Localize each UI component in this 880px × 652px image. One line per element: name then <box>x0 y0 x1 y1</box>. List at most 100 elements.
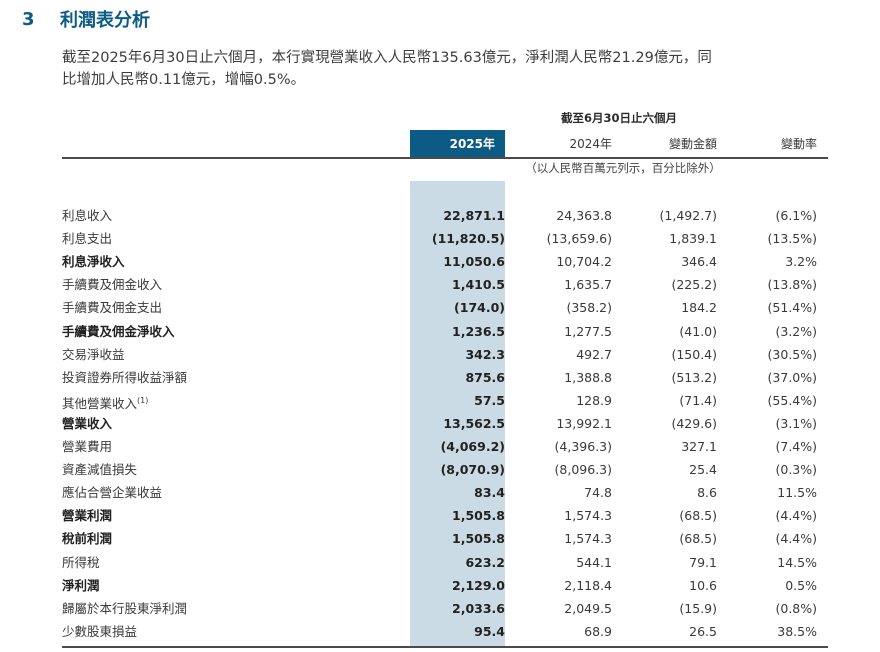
value-2024: (4,396.3) <box>554 439 612 454</box>
value-change: 184.2 <box>681 300 717 316</box>
value-2025: (174.0) <box>454 300 505 316</box>
value-rate: (4.4%) <box>775 508 817 524</box>
row-label: 淨利潤 <box>62 574 100 597</box>
row-label-text: 營業收入 <box>62 415 113 431</box>
table-row: 所得稅 623.2 544.1 79.1 14.5% <box>0 551 880 574</box>
value-rate: (0.8%) <box>775 600 817 616</box>
column-header-2024: 2024年 <box>569 136 612 151</box>
row-label-text: 所得稅 <box>62 554 100 570</box>
row-label: 利息支出 <box>62 227 112 250</box>
row-label: 手續費及佣金收入 <box>62 273 162 296</box>
value-2025: 11,050.6 <box>443 254 505 270</box>
value-2025: 83.4 <box>474 485 505 501</box>
value-2024: (8,096.3) <box>554 462 612 478</box>
value-2025: 13,562.5 <box>443 415 505 431</box>
value-2024: 1,574.3 <box>564 508 612 524</box>
value-2025: 623.2 <box>465 554 505 570</box>
value-change: 26.5 <box>689 623 717 639</box>
value-rate: (13.5%) <box>767 231 817 247</box>
value-2024: 1,635.7 <box>564 277 612 293</box>
row-label-text: 利息收入 <box>62 208 113 223</box>
value-2024: 13,992.1 <box>556 415 612 431</box>
value-rate: (55.4%) <box>767 392 817 408</box>
row-label-text: 手續費及佣金收入 <box>62 277 163 293</box>
row-label: 稅前利潤 <box>62 527 112 550</box>
value-rate: (7.4%) <box>775 439 817 454</box>
row-label-text: 投資證券所得收益淨額 <box>62 369 188 385</box>
value-change: 25.4 <box>689 462 717 478</box>
column-header-rate: 變動率 <box>780 136 817 151</box>
value-change: (150.4) <box>671 346 717 362</box>
value-2025: 95.4 <box>474 623 505 639</box>
value-2024: 1,574.3 <box>564 531 612 547</box>
row-label: 營業費用 <box>62 435 112 458</box>
value-change: 8.6 <box>697 485 717 501</box>
row-label-text: 其他營業收入 <box>62 395 138 411</box>
section-heading: 3 利潤表分析 <box>22 6 150 32</box>
value-2025: 342.3 <box>465 346 505 362</box>
value-rate: 0.5% <box>785 577 817 593</box>
value-2025: (11,820.5) <box>431 231 505 247</box>
section-number: 3 <box>22 8 35 30</box>
row-label: 營業收入 <box>62 412 112 435</box>
value-change: (1,492.7) <box>659 208 717 223</box>
table-row: 少數股東損益 95.4 68.9 26.5 38.5% <box>0 620 880 643</box>
value-change: (513.2) <box>671 369 717 385</box>
value-2025: 57.5 <box>474 392 505 408</box>
value-2025: 1,505.8 <box>452 531 505 547</box>
period-header: 截至6月30日止六個月 <box>560 111 677 125</box>
row-label: 投資證券所得收益淨額 <box>62 366 187 389</box>
value-change: (225.2) <box>671 277 717 293</box>
value-2024: 1,388.8 <box>564 369 612 385</box>
value-rate: 11.5% <box>777 485 817 501</box>
value-2025: (8,070.9) <box>440 462 505 478</box>
value-rate: 3.2% <box>785 254 817 270</box>
value-2025: 1,410.5 <box>452 277 505 293</box>
column-header-2025: 2025年 <box>410 130 505 157</box>
row-label-text: 營業費用 <box>62 439 113 454</box>
footer-rule <box>62 646 828 648</box>
value-change: (68.5) <box>679 531 717 547</box>
value-2025: 2,129.0 <box>452 577 505 593</box>
row-label: 手續費及佣金支出 <box>62 296 162 319</box>
intro-paragraph: 截至2025年6月30日止六個月，本行實現營業收入人民幣135.63億元，淨利潤… <box>62 47 852 91</box>
header-rule <box>62 157 828 159</box>
unit-note: （以人民幣百萬元列示，百分比除外） <box>525 161 721 175</box>
row-label: 其他營業收入(1) <box>62 389 148 412</box>
table-row: 其他營業收入(1) 57.5 128.9 (71.4) (55.4%) <box>0 389 880 412</box>
row-label: 交易淨收益 <box>62 343 125 366</box>
current-year-highlight <box>410 181 505 647</box>
table-row: 營業費用 (4,069.2) (4,396.3) 327.1 (7.4%) <box>0 435 880 458</box>
value-change: (41.0) <box>679 323 717 339</box>
row-label-text: 歸屬於本行股東淨利潤 <box>62 600 188 616</box>
value-2024: 492.7 <box>576 346 612 362</box>
value-change: (15.9) <box>679 600 717 616</box>
value-rate: 14.5% <box>777 554 817 570</box>
value-2024: 2,118.4 <box>564 577 612 593</box>
value-rate: (3.2%) <box>775 323 817 339</box>
table-row: 稅前利潤 1,505.8 1,574.3 (68.5) (4.4%) <box>0 527 880 550</box>
value-2024: 1,277.5 <box>564 323 612 339</box>
value-2024: 544.1 <box>576 554 612 570</box>
table-row: 手續費及佣金收入 1,410.5 1,635.7 (225.2) (13.8%) <box>0 273 880 296</box>
row-label-text: 交易淨收益 <box>62 346 125 362</box>
value-rate: (51.4%) <box>767 300 817 316</box>
value-change: 346.4 <box>681 254 717 270</box>
row-label-text: 應佔合營企業收益 <box>62 485 163 501</box>
value-2024: 2,049.5 <box>564 600 612 616</box>
row-label-text: 手續費及佣金淨收入 <box>62 323 175 339</box>
table-row: 交易淨收益 342.3 492.7 (150.4) (30.5%) <box>0 343 880 366</box>
value-change: 1,839.1 <box>669 231 717 247</box>
value-rate: (3.1%) <box>775 415 817 431</box>
table-row: 營業利潤 1,505.8 1,574.3 (68.5) (4.4%) <box>0 504 880 527</box>
value-change: (71.4) <box>679 392 717 408</box>
row-label: 少數股東損益 <box>62 620 137 643</box>
value-2025: 2,033.6 <box>452 600 505 616</box>
row-label: 所得稅 <box>62 551 100 574</box>
intro-line: 截至2025年6月30日止六個月，本行實現營業收入人民幣135.63億元，淨利潤… <box>62 50 712 66</box>
table-row: 利息淨收入 11,050.6 10,704.2 346.4 3.2% <box>0 250 880 273</box>
value-rate: (37.0%) <box>767 369 817 385</box>
table-row: 手續費及佣金淨收入 1,236.5 1,277.5 (41.0) (3.2%) <box>0 320 880 343</box>
value-2025: 1,505.8 <box>452 508 505 524</box>
value-2024: 68.9 <box>584 623 612 639</box>
